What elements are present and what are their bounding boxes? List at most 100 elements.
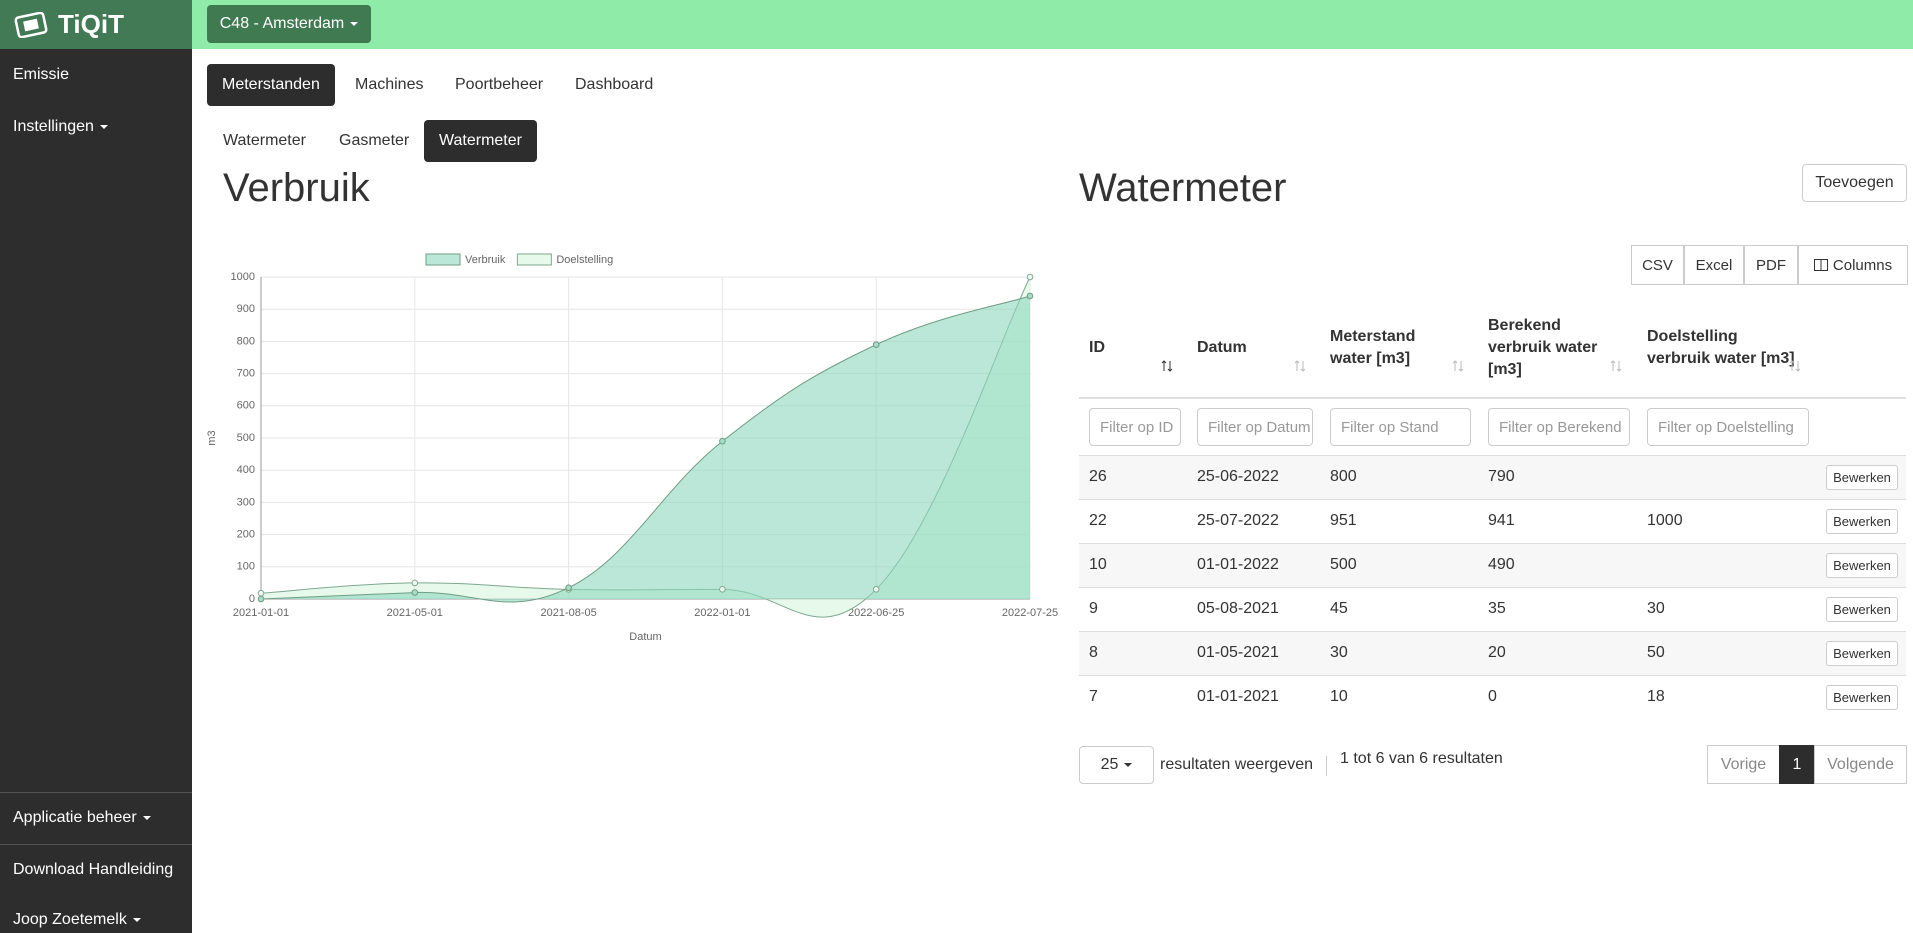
filter-input[interactable]: Filter op Stand (1330, 408, 1471, 446)
chart: 0 100 200 300 400 500 600 700 800 900 1000 2021-01-… (206, 253, 1058, 643)
export-button[interactable]: Columns (1798, 245, 1908, 285)
export-button[interactable]: CSV (1631, 245, 1684, 285)
table-cell: 25-06-2022 (1197, 468, 1279, 485)
sort-icon[interactable] (1789, 360, 1801, 372)
table-cell: 500 (1330, 556, 1357, 573)
table-cell: 1000 (1647, 512, 1683, 529)
table-row (1079, 675, 1906, 719)
table-row (1079, 543, 1906, 587)
next-button[interactable]: Volgende (1814, 745, 1907, 784)
sort-icon[interactable] (1452, 360, 1464, 372)
edit-button[interactable]: Bewerken (1826, 685, 1898, 710)
edit-button[interactable]: Bewerken (1826, 465, 1898, 490)
sidebar (0, 0, 192, 933)
filter-input[interactable]: Filter op ID (1089, 408, 1181, 446)
table-cell: 7 (1089, 688, 1098, 705)
y-axis-label: m3 (206, 430, 218, 445)
sidebar-item[interactable]: Emissie (13, 66, 70, 83)
table-cell: 800 (1330, 468, 1357, 485)
nav-tab[interactable]: Dashboard (575, 76, 654, 93)
legend-label: Verbruik (465, 254, 506, 266)
page-size-label: resultaten weergeven (1160, 756, 1313, 773)
table-cell: 01-01-2021 (1197, 688, 1279, 705)
separator (1326, 756, 1327, 776)
table-cell: 01-01-2022 (1197, 556, 1279, 573)
add-button[interactable]: Toevoegen (1802, 164, 1907, 202)
y-tick-label: 100 (237, 561, 255, 573)
sort-icon[interactable] (1161, 360, 1173, 372)
table-row (1079, 631, 1906, 675)
nav-tab[interactable]: Poortbeheer (455, 76, 544, 93)
page-size-select[interactable]: 25 (1079, 746, 1154, 784)
sidebar-item[interactable]: Joop Zoetemelk (13, 906, 141, 933)
data-point (1026, 273, 1034, 281)
data-point (257, 589, 265, 597)
export-button[interactable]: Excel (1684, 245, 1744, 285)
x-tick-label: 2021-05-01 (387, 607, 443, 619)
data-point (719, 586, 726, 593)
y-tick-label: 600 (237, 400, 255, 412)
nav-tab[interactable]: Machines (355, 76, 424, 93)
column-header[interactable]: Berekend verbruik water [m3] (1488, 317, 1598, 378)
export-label: PDF (1756, 256, 1786, 274)
x-tick-label: 2021-01-01 (233, 607, 289, 619)
edit-button[interactable]: Bewerken (1826, 553, 1898, 578)
top-bar (192, 0, 1913, 49)
chart-heading: Verbruik (223, 166, 370, 210)
table-cell: 30 (1330, 644, 1348, 661)
table-row (1079, 499, 1906, 543)
table-cell: 01-05-2021 (1197, 644, 1279, 661)
table-row (1079, 587, 1906, 631)
sub-tab[interactable]: Watermeter (223, 132, 306, 149)
data-point (872, 341, 880, 348)
edit-button[interactable]: Bewerken (1826, 509, 1898, 534)
table-row (1079, 455, 1906, 499)
sub-tab[interactable]: Watermeter (424, 120, 537, 162)
logo-text: TiQiT (58, 9, 124, 39)
y-tick-label: 0 (249, 593, 255, 605)
table-heading: Watermeter (1079, 166, 1287, 210)
legend-label: Doelstelling (556, 254, 613, 266)
table-cell: 35 (1488, 600, 1506, 617)
logo[interactable]: TiQiT (0, 0, 192, 49)
table-cell: 26 (1089, 468, 1107, 485)
edit-button[interactable]: Bewerken (1826, 641, 1898, 666)
table-cell: 790 (1488, 468, 1515, 485)
table-cell: 18 (1647, 688, 1665, 705)
y-tick-label: 200 (237, 529, 255, 541)
prev-button[interactable]: Vorige (1707, 745, 1780, 784)
filter-input[interactable]: Filter op Doelstelling (1647, 408, 1809, 446)
column-header[interactable]: Doelstelling verbruik water [m3] (1647, 328, 1795, 367)
edit-button[interactable]: Bewerken (1826, 597, 1898, 622)
filter-input[interactable]: Filter op Berekend (1488, 408, 1630, 446)
x-tick-label: 2021-08-05 (540, 607, 596, 619)
y-tick-label: 700 (237, 368, 255, 380)
sub-tab[interactable]: Gasmeter (339, 132, 410, 149)
sort-icon[interactable] (1294, 360, 1306, 372)
table-cell: 45 (1330, 600, 1348, 617)
location-dropdown[interactable]: C48 - Amsterdam (207, 5, 371, 43)
sidebar-item[interactable]: Instellingen (13, 113, 108, 141)
column-header[interactable]: Meterstand water [m3] (1330, 328, 1416, 367)
table-cell: 8 (1089, 644, 1098, 661)
nav-tab[interactable]: Meterstanden (207, 64, 335, 106)
header-border (1079, 397, 1906, 399)
sidebar-item[interactable]: Applicatie beheer (13, 804, 151, 832)
data-point (411, 589, 419, 596)
x-axis-label: Datum (629, 631, 661, 643)
sort-icon[interactable] (1610, 360, 1622, 372)
table-cell: 10 (1089, 556, 1107, 573)
y-tick-label: 400 (237, 464, 255, 476)
page-button[interactable]: 1 (1779, 745, 1815, 784)
column-header[interactable]: Datum (1197, 339, 1247, 356)
export-button[interactable]: PDF (1744, 245, 1798, 285)
x-tick-label: 2022-06-25 (848, 607, 904, 619)
column-header[interactable]: ID (1089, 339, 1105, 356)
data-point (565, 584, 572, 592)
data-point (872, 586, 880, 593)
columns-icon (1813, 259, 1828, 271)
sidebar-item[interactable]: Download Handleiding (13, 861, 174, 878)
filter-input[interactable]: Filter op Datum (1197, 408, 1313, 446)
sidebar-separator (0, 792, 192, 793)
location-text: C48 - Amsterdam (219, 15, 345, 32)
